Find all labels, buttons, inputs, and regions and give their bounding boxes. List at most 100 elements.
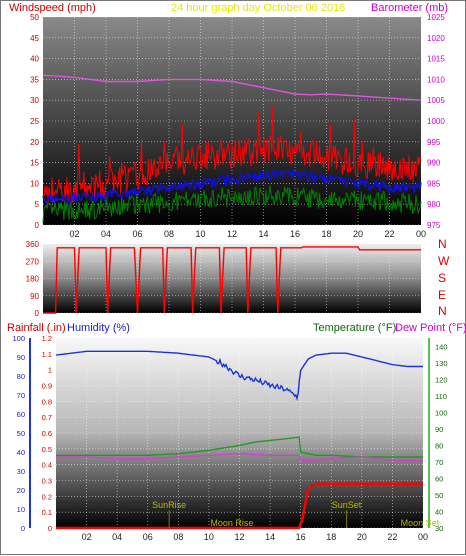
barometer-tick-label: 985 — [427, 179, 441, 188]
humidity-tick-label: 20 — [17, 486, 25, 495]
wind-axis-title: Windspeed (mph) — [9, 2, 96, 14]
rain-tick-label: 0.3 — [42, 477, 52, 486]
humidity-series — [55, 350, 423, 401]
direction-tick-label: 90 — [30, 292, 39, 301]
wind-x-tick-label: 22 — [384, 229, 394, 239]
temperature-tick-label: 130 — [435, 359, 448, 368]
rain-x-tick-label: 10 — [204, 532, 214, 542]
direction-tick-label: 360 — [26, 240, 40, 249]
rain-tick-label: 0.7 — [42, 413, 52, 422]
rain-x-tick-label: 14 — [265, 532, 275, 542]
wind-tick-label: 10 — [30, 179, 39, 188]
rain-x-tick-label: 12 — [234, 532, 244, 542]
barometer-series — [42, 74, 422, 101]
annotation-label: SunRise — [152, 500, 186, 510]
temperature-tick-label: 40 — [435, 507, 443, 516]
compass-label-w: W — [438, 254, 450, 268]
rain-x-tick-label: 00 — [418, 532, 428, 542]
temperature-tick-label: 100 — [435, 408, 448, 417]
rain-x-tick-label: 06 — [143, 532, 153, 542]
direction-tick-label: 0 — [35, 309, 40, 318]
temperature-tick-label: 110 — [435, 392, 447, 401]
temperature-tick-label: 30 — [435, 524, 443, 533]
barometer-axis-title: Barometer (mb) — [371, 2, 448, 14]
compass-label-s: S — [438, 271, 446, 285]
wind-tick-label: 20 — [30, 138, 39, 147]
wind-tick-label: 45 — [30, 34, 39, 43]
wind-low-series — [42, 185, 422, 223]
wind-gust-series — [42, 105, 422, 204]
wind-x-tick-label: 16 — [290, 229, 300, 239]
humidity-tick-label: 80 — [17, 372, 25, 381]
temperature-tick-label: 60 — [435, 474, 443, 483]
rain-tick-label: 0.6 — [42, 429, 52, 438]
wind-direction-series — [43, 246, 421, 314]
chart-title: 24 hour graph day October 06 2016 — [171, 2, 345, 14]
humidity-tick-label: 0 — [21, 524, 25, 533]
direction-tick-label: 270 — [26, 257, 40, 266]
wind-x-tick-label: 10 — [195, 229, 205, 239]
barometer-tick-label: 1005 — [427, 96, 445, 105]
rain-x-tick-label: 18 — [326, 532, 336, 542]
dewpoint-series — [56, 452, 423, 461]
compass-label-e: E — [438, 288, 446, 302]
barometer-tick-label: 1000 — [427, 117, 445, 126]
humidity-tick-label: 100 — [12, 334, 25, 343]
rain-tick-label: 0.5 — [42, 445, 52, 454]
rain-x-tick-label: 22 — [387, 532, 397, 542]
rain-axis-title: Rainfall (.in) — [7, 322, 66, 334]
rain-tick-label: 1.1 — [42, 350, 52, 359]
barometer-tick-label: 1010 — [427, 75, 445, 84]
rain-x-tick-label: 16 — [296, 532, 306, 542]
annotation-label: SunSet — [332, 500, 362, 510]
wind-tick-label: 50 — [30, 13, 39, 22]
wind-x-tick-label: 04 — [101, 229, 111, 239]
barometer-tick-label: 995 — [427, 138, 441, 147]
humidity-tick-label: 60 — [17, 410, 25, 419]
temperature-tick-label: 50 — [435, 491, 443, 500]
wind-x-tick-label: 06 — [132, 229, 142, 239]
barometer-tick-label: 975 — [427, 221, 441, 230]
temperature-tick-label: 80 — [435, 441, 443, 450]
annotation-label: Moon Rise — [210, 518, 253, 528]
barometer-tick-label: 1015 — [427, 55, 445, 64]
wind-tick-label: 25 — [30, 117, 39, 126]
compass-label-n: N — [438, 237, 447, 251]
wind-x-tick-label: 00 — [416, 229, 426, 239]
temperature-tick-label: 140 — [435, 342, 448, 351]
rain-tick-label: 0.2 — [42, 492, 52, 501]
wind-x-tick-label: 18 — [321, 229, 331, 239]
barometer-tick-label: 1025 — [427, 13, 445, 22]
rain-tick-label: 0.4 — [42, 461, 52, 470]
humidity-tick-label: 90 — [17, 353, 25, 362]
temperature-axis-title: Temperature (°F) — [313, 322, 396, 334]
wind-tick-label: 0 — [35, 221, 40, 230]
wind-tick-label: 15 — [30, 159, 39, 168]
rain-x-tick-label: 20 — [357, 532, 367, 542]
barometer-tick-label: 1020 — [427, 34, 445, 43]
rain-x-tick-label: 02 — [82, 532, 92, 542]
rain-tick-label: 0 — [48, 524, 52, 533]
rain-tick-label: 0.9 — [42, 382, 52, 391]
rain-tick-label: 0.1 — [42, 508, 52, 517]
rain-x-tick-label: 08 — [173, 532, 183, 542]
humidity-tick-label: 40 — [17, 448, 25, 457]
rain-tick-label: 1.2 — [42, 334, 52, 343]
wind-x-tick-label: 20 — [353, 229, 363, 239]
wind-x-tick-label: 14 — [258, 229, 268, 239]
rain-x-tick-label: 04 — [112, 532, 122, 542]
humidity-tick-label: 30 — [17, 467, 25, 476]
humidity-axis-title: Humidity (%) — [67, 322, 130, 334]
barometer-tick-label: 980 — [427, 200, 441, 209]
temperature-tick-label: 90 — [435, 425, 443, 434]
rain-tick-label: 0.8 — [42, 397, 52, 406]
temperature-tick-label: 120 — [435, 375, 448, 384]
temperature-series — [56, 436, 423, 458]
temperature-tick-label: 70 — [435, 458, 443, 467]
barometer-tick-label: 990 — [427, 159, 441, 168]
humidity-tick-label: 50 — [17, 429, 25, 438]
wind-tick-label: 30 — [30, 96, 39, 105]
wind-x-tick-label: 02 — [69, 229, 79, 239]
